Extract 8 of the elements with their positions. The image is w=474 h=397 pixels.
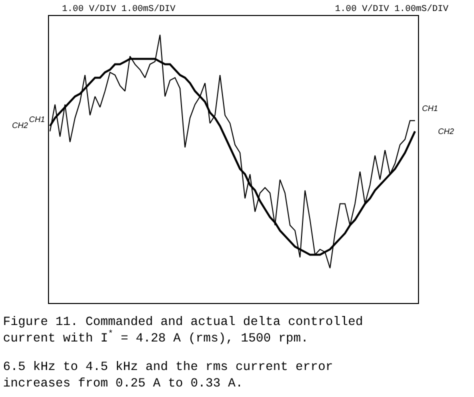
text: 1.00 V/DIV 1.00mS/DIV (62, 4, 176, 14)
text: CH1 (422, 104, 438, 113)
series-label: CH1 (29, 115, 46, 124)
text: 6.5 kHz to 4.5 kHz and the rms current error increases from 0.25 A to 0.33 A. (3, 360, 334, 390)
text: 1.00 V/DIV 1.00mS/DIV (335, 4, 450, 14)
text: CH2 (12, 121, 29, 130)
text: CH2 (438, 127, 454, 136)
caption: Figure 11. Commanded and actual delta controlled current with I$^{*}$ = 4.28 A (rms), 1500 rpm. (3, 315, 364, 346)
